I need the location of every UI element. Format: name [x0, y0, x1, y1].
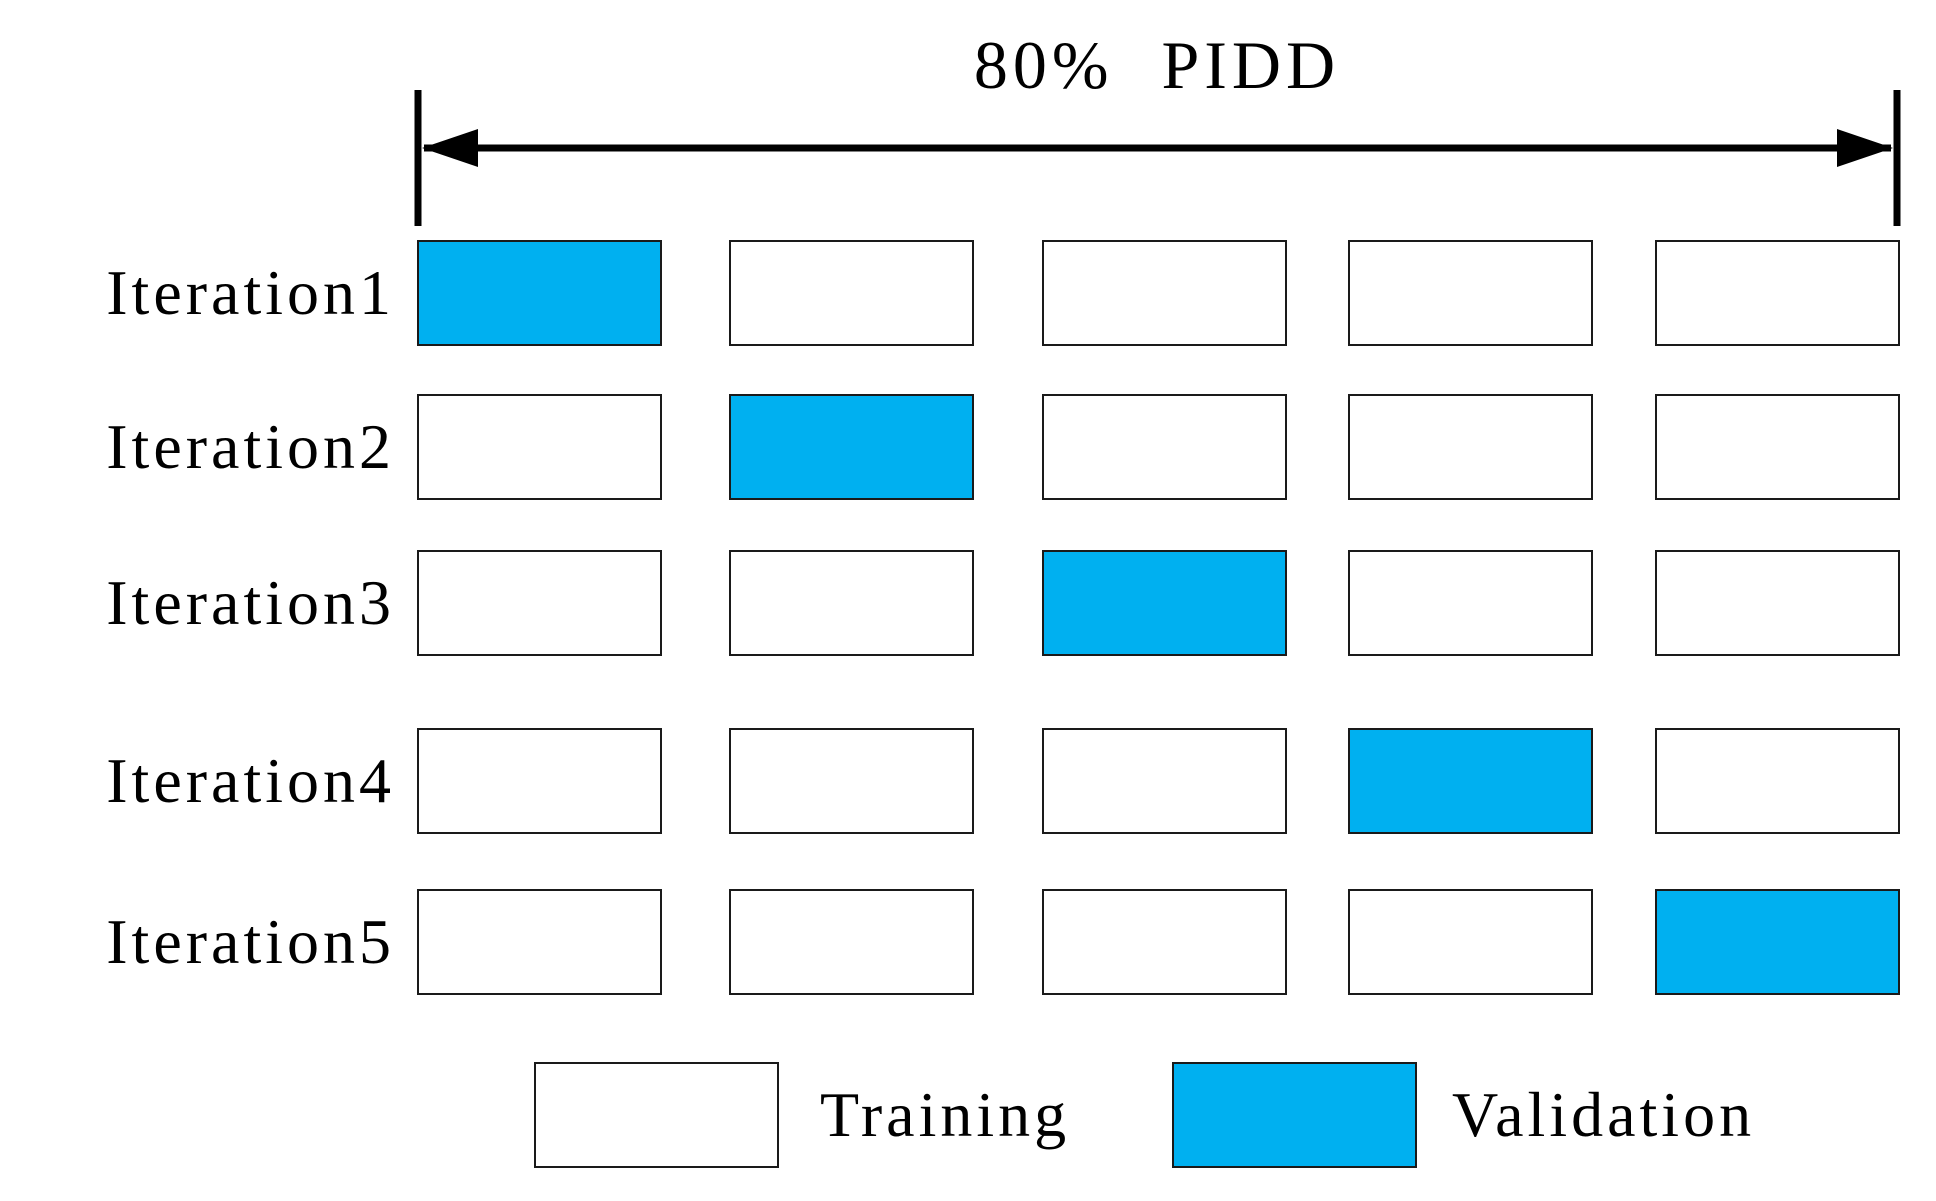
iteration-label: Iteration4	[106, 745, 395, 816]
fold-cell-training	[1655, 728, 1900, 834]
fold-cell-training	[1348, 550, 1593, 656]
legend-training-swatch	[534, 1062, 779, 1168]
figure-title: 80% PIDD	[973, 27, 1341, 103]
iteration-label: Iteration3	[106, 567, 395, 638]
fold-cell-training	[1042, 394, 1287, 500]
fold-cell-validation	[1042, 550, 1287, 656]
fold-cell-training	[729, 728, 974, 834]
iteration-label: Iteration5	[106, 906, 395, 977]
fold-cell-training	[417, 394, 662, 500]
iteration-row: Iteration3	[0, 550, 1936, 656]
fold-cell-training	[417, 728, 662, 834]
iteration-row: Iteration4	[0, 728, 1936, 834]
fold-cell-training	[729, 240, 974, 346]
fold-cell-training	[1348, 240, 1593, 346]
cv-grid: Iteration1 Iteration2 Iteration3 Iteration4…	[0, 240, 1936, 995]
iteration-row: Iteration2	[0, 394, 1936, 500]
fold-cell-training	[417, 889, 662, 995]
fold-cell-training	[1042, 240, 1287, 346]
iteration-row: Iteration1	[0, 240, 1936, 346]
range-arrow-icon	[414, 90, 1901, 226]
fold-cell-training	[1042, 889, 1287, 995]
arrow-left-head-icon	[422, 129, 478, 167]
fold-cell-training	[1348, 394, 1593, 500]
fold-cell-training	[1655, 394, 1900, 500]
fold-cell-validation	[1655, 889, 1900, 995]
iteration-label: Iteration1	[106, 257, 395, 328]
arrow-right-head-icon	[1837, 129, 1893, 167]
iteration-label: Iteration2	[106, 411, 395, 482]
fold-cell-training	[729, 550, 974, 656]
fold-cell-training	[729, 889, 974, 995]
fold-cell-training	[1655, 240, 1900, 346]
legend-label-validation: Validation	[1452, 1079, 1756, 1150]
fold-cell-validation	[729, 394, 974, 500]
fold-cell-training	[1348, 889, 1593, 995]
iteration-row: Iteration5	[0, 889, 1936, 995]
legend-validation-swatch	[1172, 1062, 1417, 1168]
legend-label-training: Training	[820, 1079, 1071, 1150]
fold-cell-training	[1655, 550, 1900, 656]
fold-cell-training	[1042, 728, 1287, 834]
fold-cell-validation	[1348, 728, 1593, 834]
fold-cell-validation	[417, 240, 662, 346]
fold-cell-training	[417, 550, 662, 656]
